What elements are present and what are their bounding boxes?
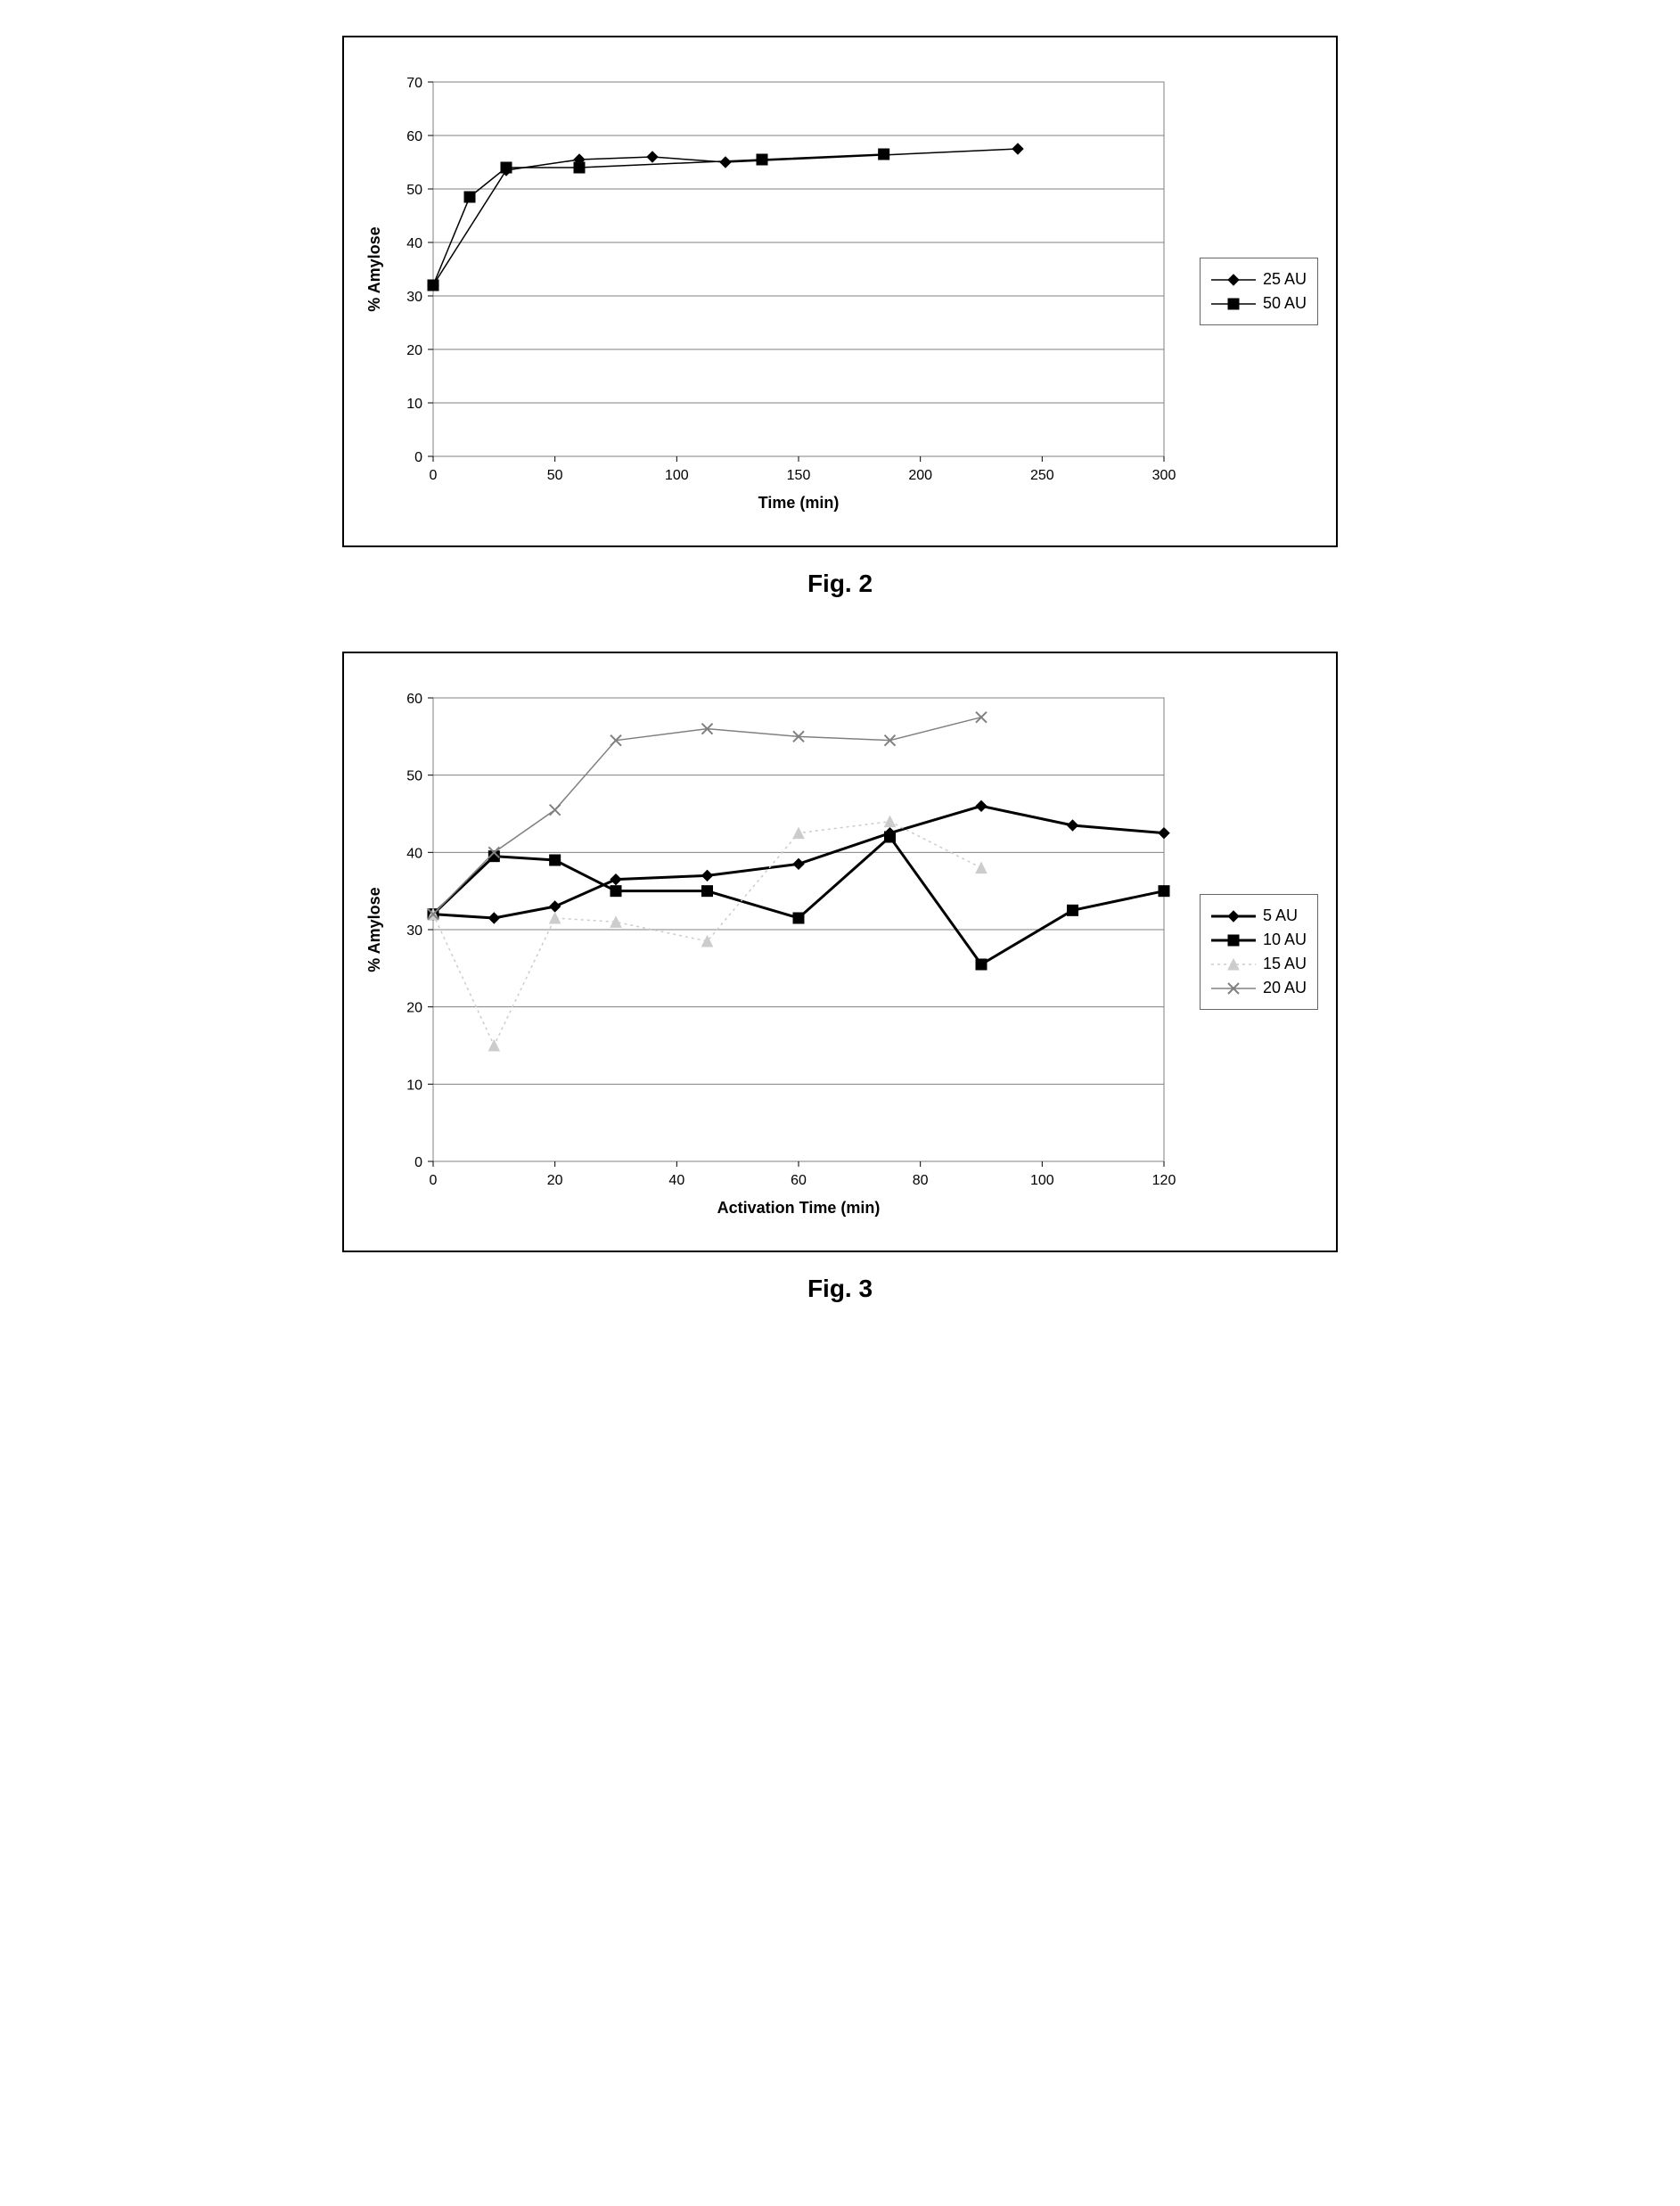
figure-3-caption: Fig. 3 — [36, 1275, 1644, 1303]
legend-item: 5 AU — [1211, 904, 1307, 928]
legend-label: 15 AU — [1263, 955, 1307, 973]
legend-item: 20 AU — [1211, 976, 1307, 1000]
legend-label: 10 AU — [1263, 931, 1307, 949]
svg-text:50: 50 — [406, 183, 422, 198]
legend-label: 20 AU — [1263, 979, 1307, 997]
figure-2-caption: Fig. 2 — [36, 570, 1644, 598]
svg-text:0: 0 — [430, 468, 438, 483]
svg-text:80: 80 — [913, 1173, 929, 1188]
svg-text:40: 40 — [406, 846, 422, 861]
legend-item: 15 AU — [1211, 952, 1307, 976]
svg-text:30: 30 — [406, 923, 422, 939]
svg-text:200: 200 — [908, 468, 932, 483]
figure-2-chart: 0 50 100 150 200 250 300 0 10 20 30 40 50 60 70 Time (m… — [362, 64, 1182, 519]
svg-text:20: 20 — [547, 1173, 563, 1188]
legend-item: 25 AU — [1211, 267, 1307, 291]
legend-label: 50 AU — [1263, 294, 1307, 313]
svg-text:60: 60 — [406, 129, 422, 144]
svg-text:Activation Time (min): Activation Time (min) — [717, 1199, 881, 1217]
svg-text:120: 120 — [1152, 1173, 1176, 1188]
svg-text:40: 40 — [668, 1173, 684, 1188]
svg-text:20: 20 — [406, 1001, 422, 1016]
legend-label: 25 AU — [1263, 270, 1307, 289]
legend-item: 10 AU — [1211, 928, 1307, 952]
legend-label: 5 AU — [1263, 906, 1298, 925]
svg-text:10: 10 — [406, 1078, 422, 1093]
svg-text:100: 100 — [1030, 1173, 1054, 1188]
figure-2-container: 0 50 100 150 200 250 300 0 10 20 30 40 50 60 70 Time (m… — [36, 36, 1644, 598]
svg-text:50: 50 — [406, 769, 422, 784]
svg-text:250: 250 — [1030, 468, 1054, 483]
figure-3-chart: 0 20 40 60 80 100 120 0 10 20 30 40 50 60 Activation T… — [362, 680, 1182, 1224]
svg-text:300: 300 — [1152, 468, 1176, 483]
svg-text:50: 50 — [547, 468, 563, 483]
figure-2-legend: 25 AU 50 AU — [1200, 258, 1318, 325]
figure-3-wrapper: 0 20 40 60 80 100 120 0 10 20 30 40 50 60 Activation T… — [362, 680, 1318, 1224]
svg-text:60: 60 — [791, 1173, 807, 1188]
svg-text:% Amylose: % Amylose — [365, 887, 383, 972]
svg-text:20: 20 — [406, 343, 422, 358]
figure-2-box: 0 50 100 150 200 250 300 0 10 20 30 40 50 60 70 Time (m… — [342, 36, 1338, 547]
figure-3-box: 0 20 40 60 80 100 120 0 10 20 30 40 50 60 Activation T… — [342, 652, 1338, 1252]
legend-item: 50 AU — [1211, 291, 1307, 316]
svg-text:150: 150 — [787, 468, 811, 483]
svg-text:40: 40 — [406, 236, 422, 251]
figure-3-container: 0 20 40 60 80 100 120 0 10 20 30 40 50 60 Activation T… — [36, 652, 1644, 1303]
svg-text:0: 0 — [414, 1155, 422, 1170]
svg-text:0: 0 — [430, 1173, 438, 1188]
svg-text:100: 100 — [665, 468, 689, 483]
svg-text:10: 10 — [406, 397, 422, 412]
svg-text:60: 60 — [406, 692, 422, 707]
svg-text:Time (min): Time (min) — [758, 494, 840, 512]
svg-text:% Amylose: % Amylose — [365, 226, 383, 311]
svg-text:70: 70 — [406, 76, 422, 91]
svg-text:30: 30 — [406, 290, 422, 305]
figure-2-wrapper: 0 50 100 150 200 250 300 0 10 20 30 40 50 60 70 Time (m… — [362, 64, 1318, 519]
figure-3-legend: 5 AU 10 AU 15 AU 20 AU — [1200, 894, 1318, 1010]
svg-text:0: 0 — [414, 450, 422, 465]
